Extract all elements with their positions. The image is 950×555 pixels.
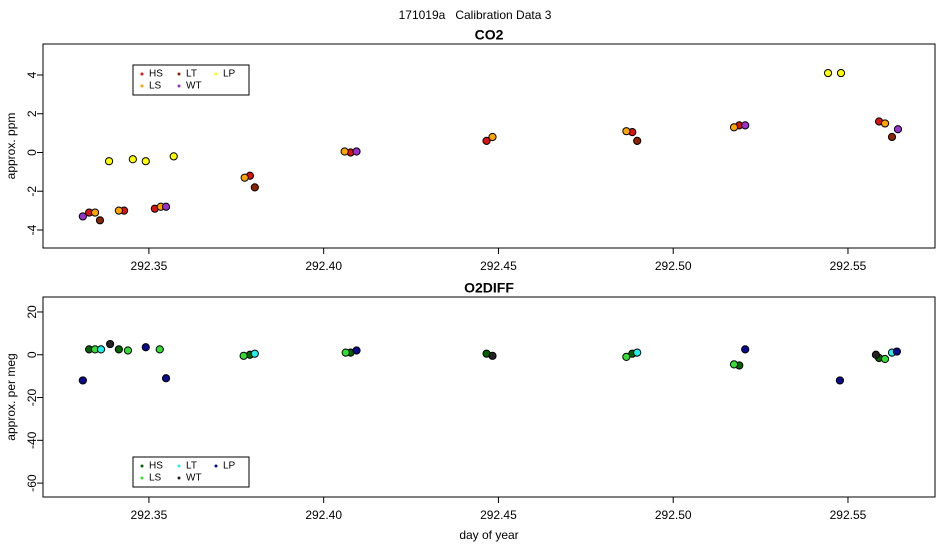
mean-point — [78, 376, 87, 385]
plot-frame — [42, 296, 936, 498]
mean-point — [141, 343, 150, 352]
mean-point — [161, 374, 171, 383]
mean-point — [161, 202, 171, 211]
x-tick-label: 292.55 — [830, 508, 867, 522]
mean-point — [141, 157, 150, 166]
legend-label: LP — [223, 69, 236, 80]
mean-point — [114, 345, 123, 354]
mean-point — [741, 121, 750, 130]
legend-label: WT — [186, 473, 202, 484]
mean-point — [880, 119, 890, 128]
mean-point — [729, 360, 739, 369]
x-tick-label: 292.45 — [480, 508, 517, 522]
x-tick-label: 292.35 — [131, 259, 168, 273]
legend-label: LT — [186, 461, 197, 472]
mean-point — [352, 346, 361, 355]
mean-point — [341, 348, 350, 357]
mean-point — [106, 339, 115, 349]
mean-point — [880, 354, 890, 364]
y-tick-label: 0 — [25, 351, 39, 358]
x-axis-label: day of year — [459, 528, 518, 542]
panel-title: O2DIFF — [464, 280, 514, 296]
y-axis-label: approx. per meg — [4, 353, 18, 440]
legend-marker — [214, 72, 218, 76]
legend-marker — [214, 464, 218, 468]
mean-point — [741, 345, 750, 354]
legend-marker — [177, 84, 181, 88]
mean-point — [104, 157, 114, 166]
mean-point — [835, 376, 845, 385]
mean-point — [90, 208, 100, 217]
mean-point — [239, 351, 248, 360]
x-tick-label: 292.40 — [305, 508, 342, 522]
y-tick-label: 0 — [25, 149, 39, 156]
mean-point — [169, 152, 178, 161]
mean-point — [488, 351, 497, 360]
mean-point — [352, 147, 361, 156]
mean-point — [729, 123, 739, 132]
legend-marker — [177, 476, 181, 480]
plot-frame — [42, 43, 936, 249]
legend-marker — [140, 72, 144, 76]
legend-label: LS — [149, 473, 162, 484]
mean-point — [96, 345, 106, 354]
legend-marker — [177, 72, 181, 76]
mean-point — [823, 68, 833, 78]
mean-point — [340, 147, 349, 156]
panel-title: CO2 — [475, 27, 504, 43]
x-tick-label: 292.50 — [655, 508, 692, 522]
mean-point — [871, 350, 881, 359]
legend-box — [132, 456, 250, 488]
mean-point — [114, 206, 123, 215]
mean-point — [95, 216, 105, 225]
legend-marker — [177, 464, 181, 468]
x-tick-label: 292.40 — [305, 259, 342, 273]
legend-marker — [140, 464, 144, 468]
mean-point — [488, 132, 497, 142]
y-tick-label: 4 — [25, 71, 39, 78]
x-tick-label: 292.55 — [830, 259, 867, 273]
mean-point — [78, 212, 87, 221]
y-tick-label: -40 — [25, 431, 39, 449]
figure-title: 171019a Calibration Data 3 — [399, 8, 552, 22]
mean-point — [123, 346, 133, 355]
mean-point — [250, 349, 259, 358]
y-tick-label: -20 — [25, 389, 39, 407]
legend-label: LS — [149, 81, 162, 92]
legend-marker — [140, 84, 144, 88]
mean-point — [892, 347, 902, 356]
y-axis-label: approx. ppm — [4, 113, 18, 180]
mean-point — [622, 127, 631, 136]
y-tick-label: -60 — [25, 474, 39, 492]
legend-marker — [140, 476, 144, 480]
legend-label: LT — [186, 69, 197, 80]
y-tick-label: -4 — [25, 224, 39, 235]
mean-point — [128, 155, 137, 164]
y-tick-label: -2 — [25, 186, 39, 197]
legend-label: HS — [149, 69, 163, 80]
legend-label: LP — [223, 461, 236, 472]
y-tick-label: 2 — [25, 110, 39, 117]
mean-point — [482, 136, 491, 145]
x-tick-label: 292.45 — [480, 259, 517, 273]
mean-point — [887, 132, 897, 142]
mean-point — [836, 68, 846, 78]
mean-point — [633, 348, 642, 357]
mean-point — [633, 136, 642, 145]
y-tick-label: 20 — [25, 305, 39, 319]
mean-point — [250, 183, 259, 192]
legend-label: HS — [149, 461, 163, 472]
mean-point — [240, 173, 249, 182]
mean-point — [893, 125, 903, 134]
mean-point — [622, 352, 631, 361]
x-tick-label: 292.50 — [655, 259, 692, 273]
legend-box — [132, 64, 250, 96]
legend-label: WT — [186, 81, 202, 92]
x-tick-label: 292.35 — [131, 508, 168, 522]
mean-point — [155, 345, 164, 354]
